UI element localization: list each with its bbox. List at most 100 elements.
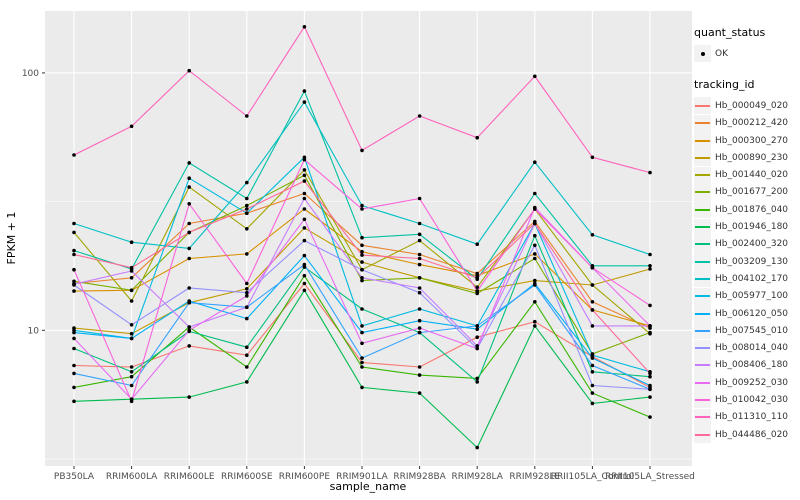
data-point: [187, 221, 191, 226]
data-point: [590, 383, 595, 388]
legend-color-line: [695, 312, 710, 315]
data-point: [129, 336, 134, 341]
legend-key-icon: [694, 391, 711, 409]
legend-key-icon: [694, 270, 711, 288]
legend-label: Hb_000300_270: [715, 135, 789, 146]
legend-item-Hb_000212_420: Hb_000212_420: [694, 114, 800, 132]
data-point: [72, 346, 76, 351]
data-point: [360, 260, 364, 264]
data-point: [302, 173, 307, 178]
data-point: [187, 185, 191, 189]
legend-label: Hb_008406_180: [715, 360, 789, 371]
legend-key-icon: [694, 322, 711, 340]
data-point: [129, 240, 134, 244]
data-point: [245, 290, 249, 295]
legend-item-Hb_001440_020: Hb_001440_020: [694, 166, 800, 184]
data-point: [187, 286, 191, 290]
legend-color-line: [695, 104, 710, 107]
legend-label: Hb_008014_040: [715, 343, 789, 354]
data-point: [129, 124, 134, 129]
data-point: [360, 330, 364, 335]
data-point: [302, 100, 307, 104]
legend-label-ok: OK: [715, 48, 728, 59]
legend-color-line: [695, 139, 710, 142]
data-point: [72, 267, 76, 272]
legend-label: Hb_001876_040: [715, 204, 789, 215]
legend-label: Hb_007545_010: [715, 325, 789, 336]
legend-color-line: [695, 329, 710, 332]
data-point: [245, 180, 249, 185]
y-axis-title: FPKM + 1: [5, 212, 18, 265]
data-point: [360, 365, 364, 369]
data-point: [533, 252, 537, 256]
data-point: [360, 341, 364, 346]
data-point: [533, 324, 537, 328]
legend-key-icon: [694, 235, 711, 253]
legend-spacer: [694, 62, 800, 78]
data-point: [245, 196, 249, 201]
data-point: [360, 249, 364, 254]
data-point: [129, 299, 134, 303]
data-point: [72, 279, 76, 284]
data-point: [417, 373, 422, 377]
y-tick-label: 100: [22, 69, 39, 79]
legend-label: Hb_000049_020: [715, 100, 789, 111]
data-point: [245, 353, 249, 358]
data-point: [590, 401, 595, 406]
data-point: [187, 230, 191, 235]
data-point: [590, 363, 595, 368]
data-point: [245, 211, 249, 215]
data-point: [590, 265, 595, 270]
legend-key-icon: [694, 183, 711, 201]
data-point: [590, 324, 595, 328]
panel-background: [45, 11, 692, 466]
data-point: [648, 324, 652, 328]
data-point: [417, 391, 422, 395]
legend-key-icon: [694, 201, 711, 219]
data-point: [648, 383, 652, 388]
legend-item-Hb_004102_170: Hb_004102_170: [694, 270, 800, 288]
x-tick-label: RRII105LA_Stressed: [605, 472, 695, 482]
data-point: [648, 330, 652, 335]
legend-key-icon: [694, 426, 711, 444]
legend-item-Hb_001876_040: Hb_001876_040: [694, 201, 800, 219]
legend-title-tracking-id: tracking_id: [694, 78, 755, 92]
data-point: [245, 316, 249, 321]
data-point: [648, 415, 652, 419]
data-point: [72, 385, 76, 390]
legend-item-Hb_010042_030: Hb_010042_030: [694, 391, 800, 409]
legend-label: Hb_002400_320: [715, 239, 789, 250]
legend-label: Hb_000890_230: [715, 152, 789, 163]
legend-color-line: [695, 416, 710, 419]
legend-item-Hb_011310_110: Hb_011310_110: [694, 408, 800, 426]
legend-label: Hb_001946_180: [715, 222, 789, 233]
data-point: [302, 288, 307, 293]
data-point: [360, 360, 364, 365]
data-point: [360, 278, 364, 283]
legend-color-line: [695, 243, 710, 246]
legend-key-icon: [694, 149, 711, 167]
x-tick-label: PB350LA: [54, 472, 95, 482]
data-point: [187, 344, 191, 348]
legend-color-line: [695, 156, 710, 159]
data-point: [187, 325, 191, 329]
data-point: [72, 153, 76, 157]
legend-item-Hb_003209_130: Hb_003209_130: [694, 253, 800, 271]
data-point: [72, 248, 76, 253]
data-point: [302, 226, 307, 230]
data-point: [417, 326, 422, 330]
legend-color-line: [695, 381, 710, 384]
data-point: [245, 203, 249, 208]
data-point: [417, 196, 422, 201]
data-point: [302, 89, 307, 93]
data-point: [533, 233, 537, 238]
data-point: [302, 265, 307, 269]
data-point: [475, 445, 480, 450]
x-tick-label: RRIM600LA: [106, 472, 158, 482]
data-point: [72, 363, 76, 368]
data-point: [648, 303, 652, 308]
data-point: [475, 376, 480, 381]
data-point: [245, 114, 249, 118]
data-point: [648, 395, 652, 399]
